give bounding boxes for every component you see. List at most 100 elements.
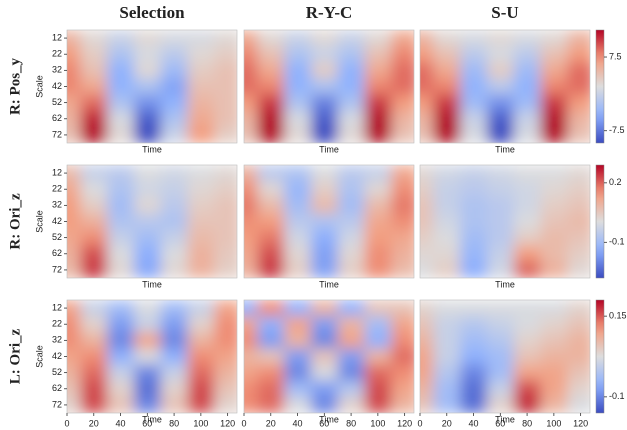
heatmap-cell [514, 332, 541, 349]
heatmap-cell [161, 316, 188, 333]
heatmap-cell [134, 262, 161, 279]
heatmap-cell [214, 300, 241, 317]
heatmap-cell [161, 165, 188, 182]
heatmap-cell [257, 381, 284, 398]
heatmap-cell [311, 348, 338, 365]
heatmap-cell [364, 197, 391, 214]
heatmap-cell [311, 262, 338, 279]
heatmap-cell [514, 230, 541, 247]
heatmap-cell [107, 230, 134, 247]
heatmap-cell [338, 230, 365, 247]
heatmap-cell [338, 246, 365, 263]
heatmap-cell [391, 348, 418, 365]
heatmap-cell [433, 262, 460, 279]
heatmap-cells [54, 30, 242, 144]
heatmap-cell [187, 332, 214, 349]
row-label: R: Pos_y [7, 57, 23, 115]
heatmap-cell [187, 165, 214, 182]
heatmap-cell [460, 300, 487, 317]
heatmap-cell [107, 78, 134, 95]
heatmap-cell [391, 300, 418, 317]
heatmap-cell [338, 262, 365, 279]
heatmap-cell [187, 95, 214, 112]
heatmap-cell [161, 397, 188, 414]
colorbar-tick-label: 7.5 [609, 51, 622, 61]
heatmap-cell [364, 30, 391, 47]
heatmap-cell [514, 397, 541, 414]
heatmap-cell [514, 127, 541, 144]
heatmap-cell [514, 246, 541, 263]
heatmap-cell [134, 230, 161, 247]
heatmap-cell [364, 300, 391, 317]
heatmap-cell [514, 300, 541, 317]
heatmap-cell [284, 181, 311, 198]
heatmap-cell [391, 78, 418, 95]
heatmap-cell [487, 95, 514, 112]
heatmap-cell [338, 213, 365, 230]
heatmap-cell [567, 46, 594, 63]
heatmap-cell [187, 127, 214, 144]
heatmap-cell [134, 111, 161, 128]
heatmap-cell [257, 300, 284, 317]
heatmap-cell [311, 62, 338, 79]
heatmap-cell [433, 365, 460, 382]
heatmap-cell [214, 381, 241, 398]
y-tick-label: 22 [52, 49, 62, 59]
heatmap-cell [514, 365, 541, 382]
heatmap-cells [407, 300, 595, 414]
x-tick-label: 100 [546, 418, 561, 428]
heatmap-cell [187, 213, 214, 230]
heatmap-cell [338, 62, 365, 79]
heatmap-cell [433, 397, 460, 414]
heatmap-cell [514, 95, 541, 112]
heatmap-cell [433, 332, 460, 349]
x-tick-label: 20 [266, 418, 276, 428]
heatmap-cell [80, 95, 107, 112]
heatmap-cell [107, 365, 134, 382]
heatmap-cell [540, 181, 567, 198]
x-tick-label: 60 [319, 418, 329, 428]
heatmap-cell [161, 332, 188, 349]
heatmap-cell [540, 348, 567, 365]
heatmap-cell [107, 381, 134, 398]
y-tick-label: 62 [52, 113, 62, 123]
heatmap-cell [567, 397, 594, 414]
heatmap-cell [107, 95, 134, 112]
heatmap [407, 300, 595, 414]
heatmap-cell [311, 165, 338, 182]
heatmap-cell [161, 62, 188, 79]
heatmap-cell [338, 197, 365, 214]
heatmap-cell [161, 213, 188, 230]
heatmap-cell [364, 62, 391, 79]
x-tick-label: 20 [442, 418, 452, 428]
heatmap-cell [284, 127, 311, 144]
heatmap-cell [567, 62, 594, 79]
heatmap-cell [311, 197, 338, 214]
heatmap-cell [214, 46, 241, 63]
heatmap-cell [80, 230, 107, 247]
heatmap-cells [407, 30, 595, 144]
heatmap-cell [257, 332, 284, 349]
heatmap-cell [80, 46, 107, 63]
heatmap-cell [338, 365, 365, 382]
heatmap-cell [214, 230, 241, 247]
x-tick-label: 80 [522, 418, 532, 428]
heatmap-cell [338, 181, 365, 198]
heatmap-cell [257, 397, 284, 414]
heatmap-cell [364, 95, 391, 112]
heatmap-cell [161, 365, 188, 382]
heatmap-cell [460, 365, 487, 382]
heatmap-cell [257, 62, 284, 79]
heatmap-cell [80, 30, 107, 47]
heatmap-cell [567, 300, 594, 317]
heatmap-cells [231, 300, 419, 414]
heatmap-cell [107, 127, 134, 144]
heatmap-cell [487, 397, 514, 414]
heatmap-cell [487, 316, 514, 333]
heatmap-cell [187, 230, 214, 247]
heatmap-cell [214, 30, 241, 47]
heatmap-cell [214, 262, 241, 279]
heatmap-cell [187, 78, 214, 95]
heatmap [407, 165, 595, 279]
heatmap-cell [391, 30, 418, 47]
